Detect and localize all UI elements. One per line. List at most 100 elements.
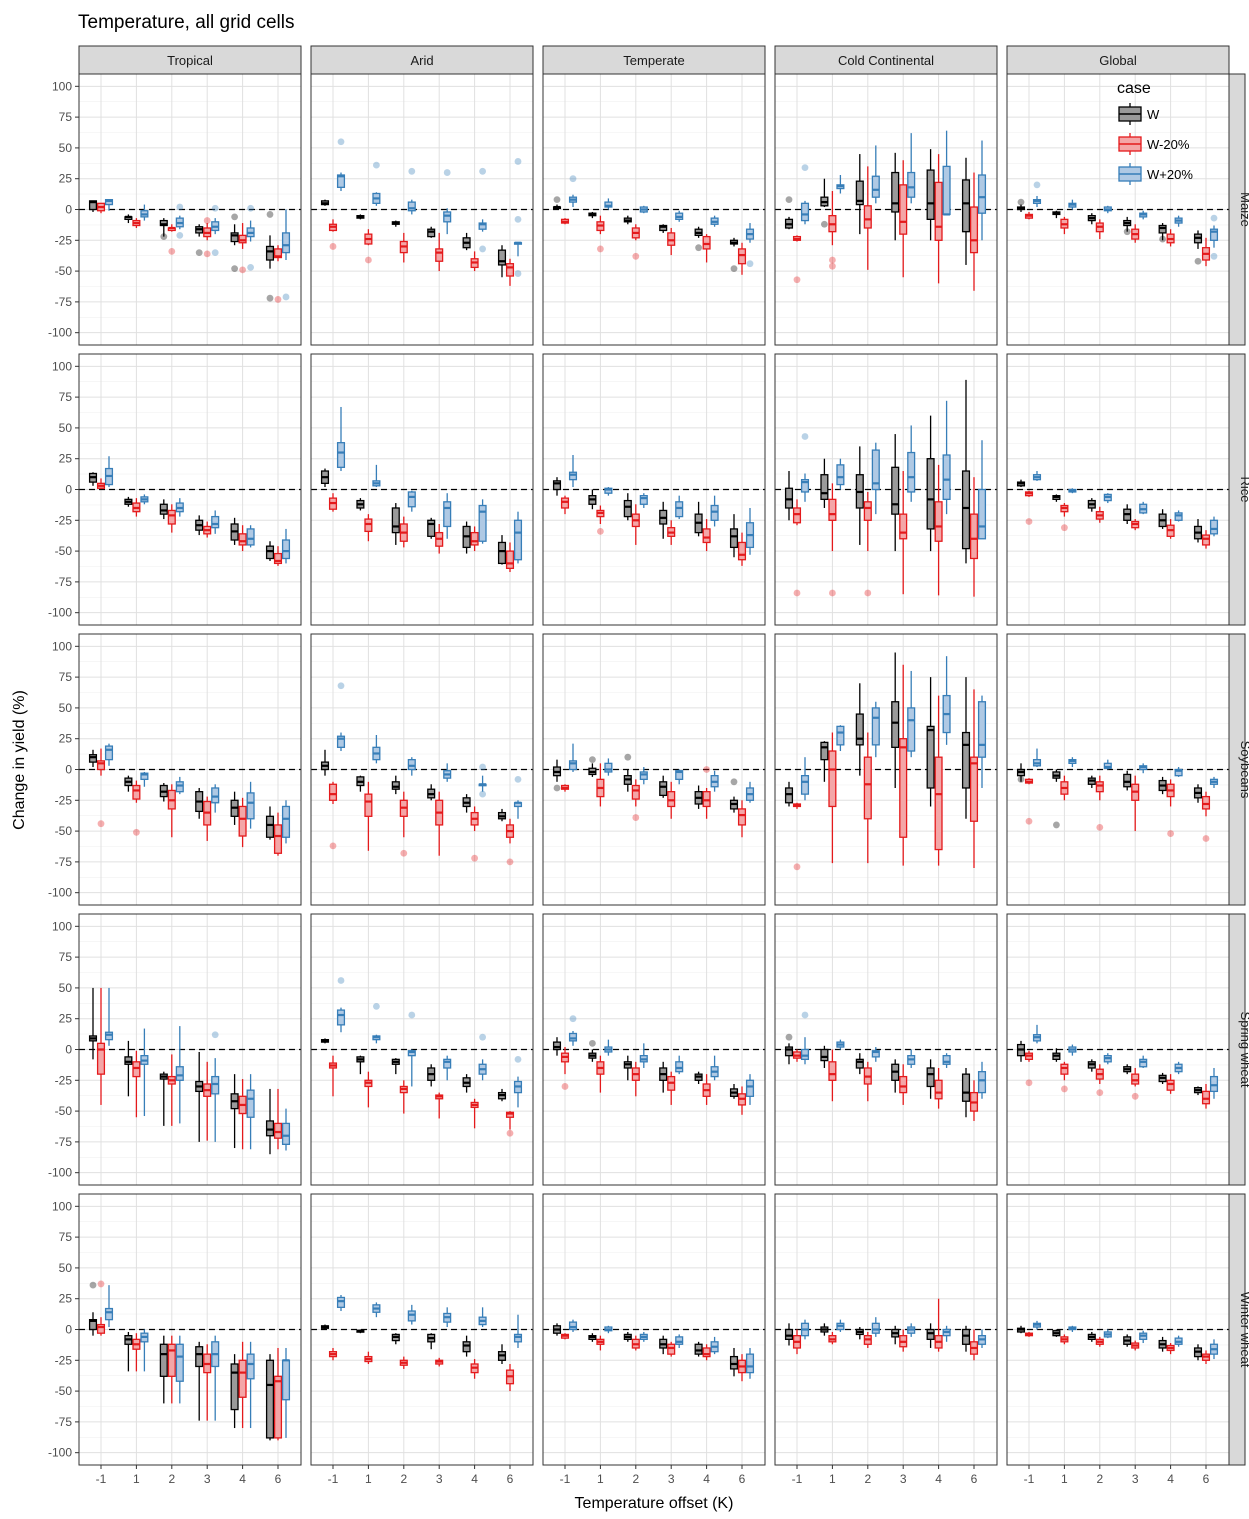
box-w-20-4 — [470, 806, 479, 862]
panel-winter-wheat-temperate: -1 1 2 3 4 6 — [542, 1193, 766, 1486]
box-w-20-3 — [667, 781, 676, 819]
box-body — [659, 781, 668, 797]
box-w-20-4 — [942, 1053, 951, 1068]
box-body — [702, 235, 711, 250]
box-w-20-3 — [899, 664, 908, 866]
box-w-20-1 — [792, 499, 802, 597]
box-body — [675, 1336, 684, 1345]
box-w-20-6 — [1201, 530, 1211, 549]
box-w-1 — [820, 178, 829, 228]
box-body — [88, 754, 98, 763]
box-w-3 — [659, 224, 668, 233]
box-w-20-4 — [238, 525, 247, 552]
panel-border — [1006, 73, 1230, 346]
box-w-1 — [356, 1329, 365, 1334]
outlier-point — [1017, 198, 1025, 206]
box-w-20-1 — [604, 487, 613, 496]
box-body — [969, 513, 979, 560]
box-body — [942, 454, 951, 501]
box-w-20-2 — [863, 1331, 872, 1348]
box-body — [899, 738, 908, 838]
box-w-20-1 — [828, 483, 837, 597]
box-w-1 — [552, 477, 562, 496]
box-body — [977, 174, 987, 214]
box-w-20-3 — [435, 1357, 444, 1367]
panel-border — [310, 913, 534, 1186]
box-w-20-1 — [604, 198, 613, 210]
box-w-20-3 — [1139, 1055, 1148, 1068]
box-body — [568, 760, 578, 771]
box-w-20-3 — [675, 1334, 684, 1348]
box-w-3 — [659, 501, 668, 539]
y-tick-label: 0 — [65, 763, 72, 777]
box-w-20-2 — [167, 1054, 176, 1126]
box-w-1 — [88, 200, 98, 212]
outlier-point — [793, 276, 801, 284]
box-w-20-1 — [132, 1333, 141, 1372]
outlier-point — [211, 249, 219, 257]
box-body — [899, 513, 908, 540]
outlier-point — [589, 1039, 596, 1047]
box-w-20-1 — [1024, 1331, 1034, 1337]
box-w-20-1 — [792, 1329, 802, 1355]
box-w-4 — [926, 1059, 935, 1099]
box-w-20-3 — [203, 796, 212, 841]
box-w-1 — [124, 1040, 133, 1097]
box-w-20-2 — [871, 1317, 880, 1337]
box-w-20-3 — [907, 133, 916, 204]
box-body — [407, 1050, 416, 1057]
box-w-20-3 — [907, 1323, 916, 1337]
x-tick-label: 6 — [1203, 1472, 1210, 1486]
box-body — [238, 805, 247, 837]
box-w-20-4 — [1174, 1335, 1183, 1347]
outlier-point — [624, 753, 632, 761]
outlier-point — [746, 260, 754, 268]
outlier-point — [1017, 775, 1025, 783]
box-w-20-3 — [907, 670, 916, 758]
box-w-20-4 — [1166, 519, 1175, 539]
box-w-20-1 — [328, 493, 338, 512]
box-w-2 — [623, 1055, 632, 1081]
box-w-20-1 — [792, 802, 802, 871]
box-body — [1139, 1058, 1148, 1068]
panel-winter-wheat-tropical: -100 -75 -50 -25 0 25 50 75 100 -1 1 2 3 4 6 — [48, 1193, 302, 1486]
box-w-1 — [820, 1045, 829, 1068]
box-w-1 — [784, 471, 794, 521]
box-w-2 — [855, 154, 864, 235]
box-w-2 — [1087, 213, 1096, 225]
x-tick-label: 1 — [133, 1472, 140, 1486]
box-w-3 — [1123, 504, 1132, 524]
box-body — [88, 1318, 98, 1331]
box-w-20-2 — [175, 1335, 184, 1404]
box-body — [1174, 512, 1183, 521]
box-body — [167, 509, 176, 525]
box-body — [934, 1079, 943, 1100]
box-w-20-1 — [96, 987, 106, 1105]
box-w-20-1 — [104, 198, 114, 211]
box-w-6 — [497, 1088, 507, 1102]
box-w-20-3 — [211, 1031, 220, 1142]
box-w-1 — [552, 759, 562, 792]
legend-entry-w-20: W-20% — [1118, 133, 1190, 155]
box-body — [1131, 1073, 1140, 1085]
outlier-point — [337, 138, 345, 146]
box-w-20-6 — [745, 507, 755, 555]
box-body — [132, 784, 141, 800]
box-w-20-6 — [1209, 776, 1219, 788]
box-w-1 — [356, 214, 365, 220]
outlier-point — [479, 245, 486, 253]
box-w-20-4 — [942, 400, 951, 515]
panel-maize-global — [1006, 73, 1230, 346]
box-body — [140, 772, 149, 781]
outlier-point — [400, 849, 408, 857]
box-body — [211, 515, 220, 529]
box-body — [265, 1359, 275, 1439]
box-w-20-4 — [470, 251, 479, 272]
box-body — [934, 181, 943, 241]
box-w-20-1 — [596, 763, 605, 807]
outlier-point — [553, 784, 561, 792]
box-w-1 — [588, 211, 597, 219]
box-w-20-1 — [328, 781, 338, 850]
box-w-20-6 — [1209, 1067, 1219, 1099]
y-tick-label: -25 — [55, 513, 73, 527]
